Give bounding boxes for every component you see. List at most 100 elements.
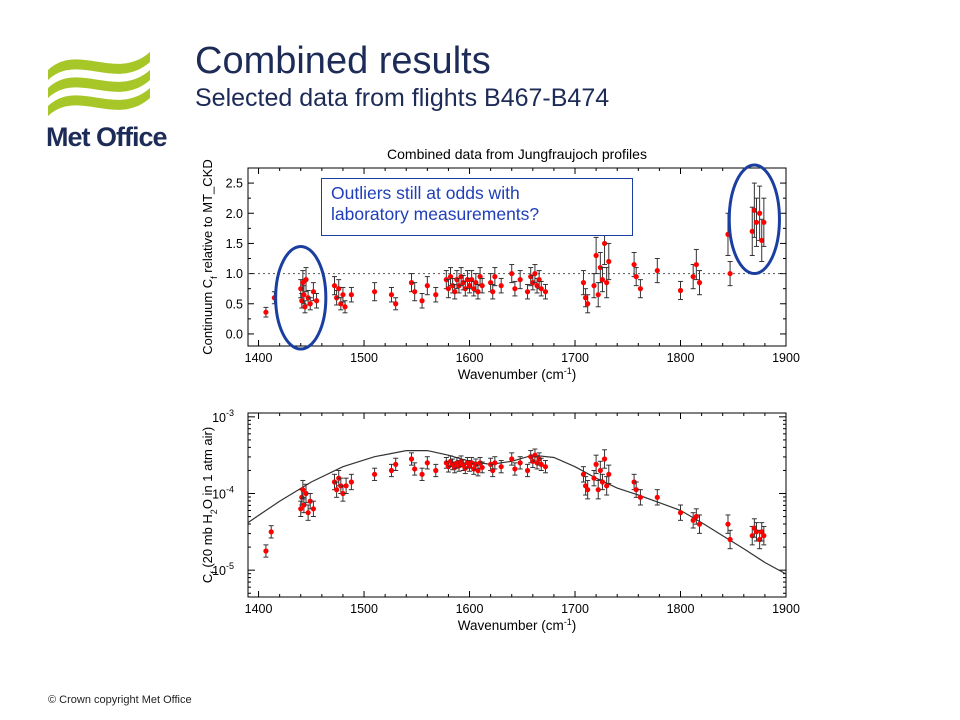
data-point [301, 292, 307, 298]
chart-title: Combined data from Jungfraujoch profiles [387, 146, 647, 162]
data-point [340, 490, 346, 497]
met-office-logo [48, 52, 150, 116]
data-point [433, 467, 439, 474]
data-point [342, 304, 348, 310]
data-point [595, 292, 601, 298]
data-point [498, 464, 504, 470]
plot-frame [247, 412, 787, 598]
data-point [477, 274, 483, 280]
data-point [599, 479, 606, 485]
data-point [580, 471, 587, 477]
data-point [490, 289, 496, 295]
x-tick-label: 1600 [456, 351, 484, 365]
data-point [606, 471, 612, 477]
annotation-line-2: laboratory measurements? [331, 204, 540, 224]
slide-title: Combined results [195, 40, 491, 82]
data-point [388, 467, 395, 474]
data-point [408, 280, 415, 286]
data-point [263, 309, 269, 315]
data-point [419, 471, 425, 477]
data-point [338, 301, 344, 307]
x-tick-label: 1500 [350, 602, 378, 616]
data-point [412, 466, 418, 472]
y-tick-label: 10-3 [212, 408, 234, 425]
data-point [492, 460, 498, 466]
data-point [492, 274, 498, 280]
data-point [582, 295, 589, 301]
data-point [542, 464, 549, 470]
data-point [585, 301, 591, 307]
data-point [727, 536, 733, 543]
plot-frame [247, 167, 787, 347]
y-tick-label: 1.0 [226, 267, 243, 281]
x-tick-label: 1400 [245, 351, 273, 365]
data-point [536, 456, 542, 462]
data-point [582, 483, 589, 489]
data-point [475, 289, 481, 295]
copyright-footer: © Crown copyright Met Office [48, 694, 192, 706]
data-point [301, 502, 307, 508]
data-point [471, 466, 477, 472]
y-tick-label: 10-5 [212, 561, 234, 578]
data-point [542, 289, 549, 295]
data-point [371, 289, 378, 295]
x-tick-label: 1900 [772, 351, 800, 365]
data-point [334, 487, 340, 493]
data-point [445, 286, 452, 292]
data-point [488, 280, 494, 286]
y-tick-label: 0.5 [226, 297, 243, 311]
data-point [509, 456, 515, 462]
data-point [538, 286, 544, 292]
outlier-annotation-box: Outliers still at odds with laboratory m… [321, 178, 633, 236]
y-tick-label: 10-4 [212, 485, 234, 502]
data-point [580, 280, 587, 286]
data-point [336, 286, 342, 292]
x-axis-label: Wavenumber (cm-1) [458, 617, 577, 633]
data-point [597, 467, 603, 474]
data-point [637, 286, 644, 292]
data-point [331, 283, 338, 289]
slide-subtitle: Selected data from flights B467-B474 [195, 84, 610, 112]
x-tick-label: 1700 [561, 351, 589, 365]
data-point [727, 270, 733, 277]
data-point [310, 506, 317, 512]
data-point [517, 460, 523, 466]
data-point [524, 467, 531, 474]
y-tick-label: 0.0 [226, 327, 243, 341]
data-point [512, 466, 518, 472]
data-point [606, 258, 612, 265]
data-point [473, 461, 479, 467]
data-point [631, 261, 637, 268]
x-tick-label: 1700 [561, 602, 589, 616]
data-point [268, 529, 274, 535]
data-point [633, 274, 639, 280]
data-point [452, 464, 458, 471]
data-point [591, 475, 597, 481]
data-point [469, 460, 475, 466]
data-point [725, 521, 731, 527]
data-point [512, 286, 518, 292]
data-point [759, 237, 765, 244]
data-point [524, 289, 531, 295]
data-point [419, 298, 425, 304]
data-point [348, 292, 354, 298]
data-point [302, 304, 308, 310]
data-point [677, 510, 684, 516]
data-point [343, 483, 349, 489]
data-point [313, 298, 320, 304]
annotation-line-1: Outliers still at odds with [331, 183, 520, 203]
data-point [303, 277, 309, 283]
data-point [601, 456, 608, 462]
data-point [452, 289, 458, 295]
y-tick-label: 2.0 [226, 207, 243, 221]
data-point [305, 510, 311, 516]
data-point [424, 460, 430, 466]
data-point [456, 463, 462, 469]
absolute-chart: 1400 1500 1600 1700 1800 1900 Wavenumber (cm-1… [200, 408, 800, 633]
y-tick-label: 2.5 [226, 177, 243, 191]
data-point [538, 461, 544, 467]
data-point [585, 487, 591, 493]
data-point [604, 280, 610, 286]
data-point [473, 280, 479, 286]
x-tick-label: 1800 [667, 602, 695, 616]
